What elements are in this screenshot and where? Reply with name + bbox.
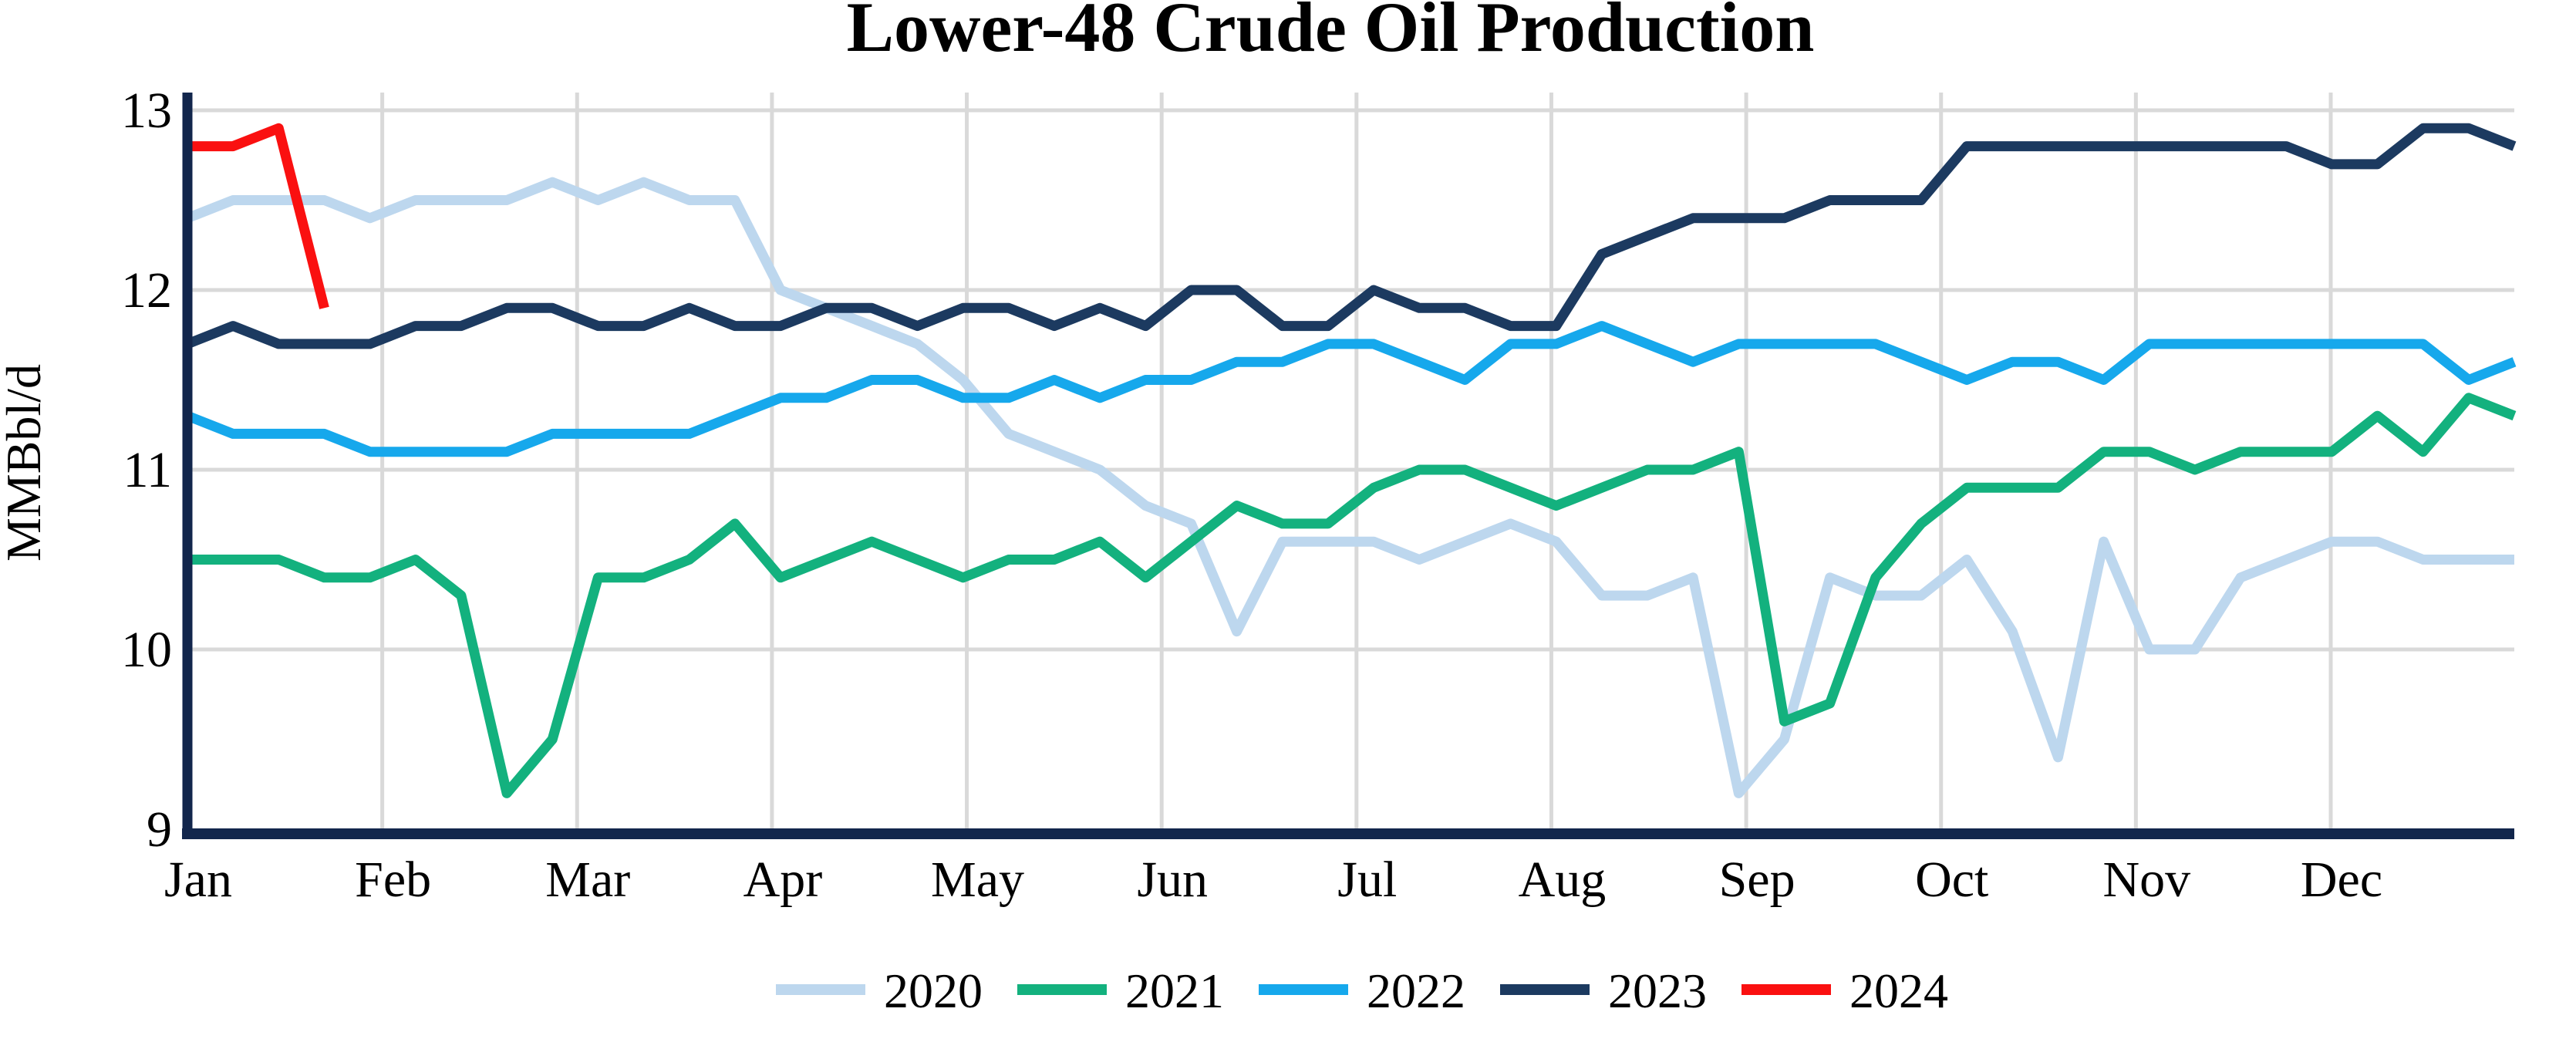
legend-item-2021: 2021 (1017, 963, 1224, 1018)
legend-label-2020: 2020 (884, 963, 983, 1018)
chart-title: Lower-48 Crude Oil Production (847, 0, 1815, 66)
x-tick-label-aug: Aug (1519, 852, 1607, 908)
series-2021-line (187, 393, 2517, 798)
x-tick-label-apr: Apr (743, 852, 823, 908)
x-tick-label-mar: Mar (545, 852, 630, 908)
x-tick-label-jun: Jun (1137, 852, 1208, 908)
x-tick-label-jan: Jan (164, 852, 232, 908)
x-tick-label-nov: Nov (2103, 852, 2191, 908)
legend-item-2022: 2022 (1259, 963, 1465, 1018)
x-tick-label-feb: Feb (355, 852, 431, 908)
legend-item-2023: 2023 (1500, 963, 1707, 1018)
y-tick-label-9: 9 (147, 801, 172, 858)
x-tick-label-oct: Oct (1915, 852, 1988, 908)
series-2020-line (185, 177, 2514, 798)
series-2024-line (187, 123, 329, 309)
x-tick-label-sep: Sep (1719, 852, 1795, 908)
legend-label-2023: 2023 (1608, 963, 1707, 1018)
legend-label-2024: 2024 (1849, 963, 1948, 1018)
series-2023-line (185, 123, 2517, 349)
y-axis-title: MMBbl/d (0, 364, 51, 562)
legend-label-2022: 2022 (1367, 963, 1465, 1018)
x-tick-label-may: May (931, 852, 1024, 908)
y-tick-label-13: 13 (121, 83, 172, 139)
x-tick-label-jul: Jul (1337, 852, 1397, 908)
y-tick-label-12: 12 (121, 262, 172, 319)
series-2022-line (185, 321, 2517, 457)
legend-item-2024: 2024 (1741, 963, 1948, 1018)
legend-item-2020: 2020 (776, 963, 983, 1018)
x-tick-label-dec: Dec (2301, 852, 2382, 908)
y-tick-label-10: 10 (121, 622, 172, 678)
y-tick-label-11: 11 (123, 442, 172, 498)
legend-label-2021: 2021 (1125, 963, 1224, 1018)
